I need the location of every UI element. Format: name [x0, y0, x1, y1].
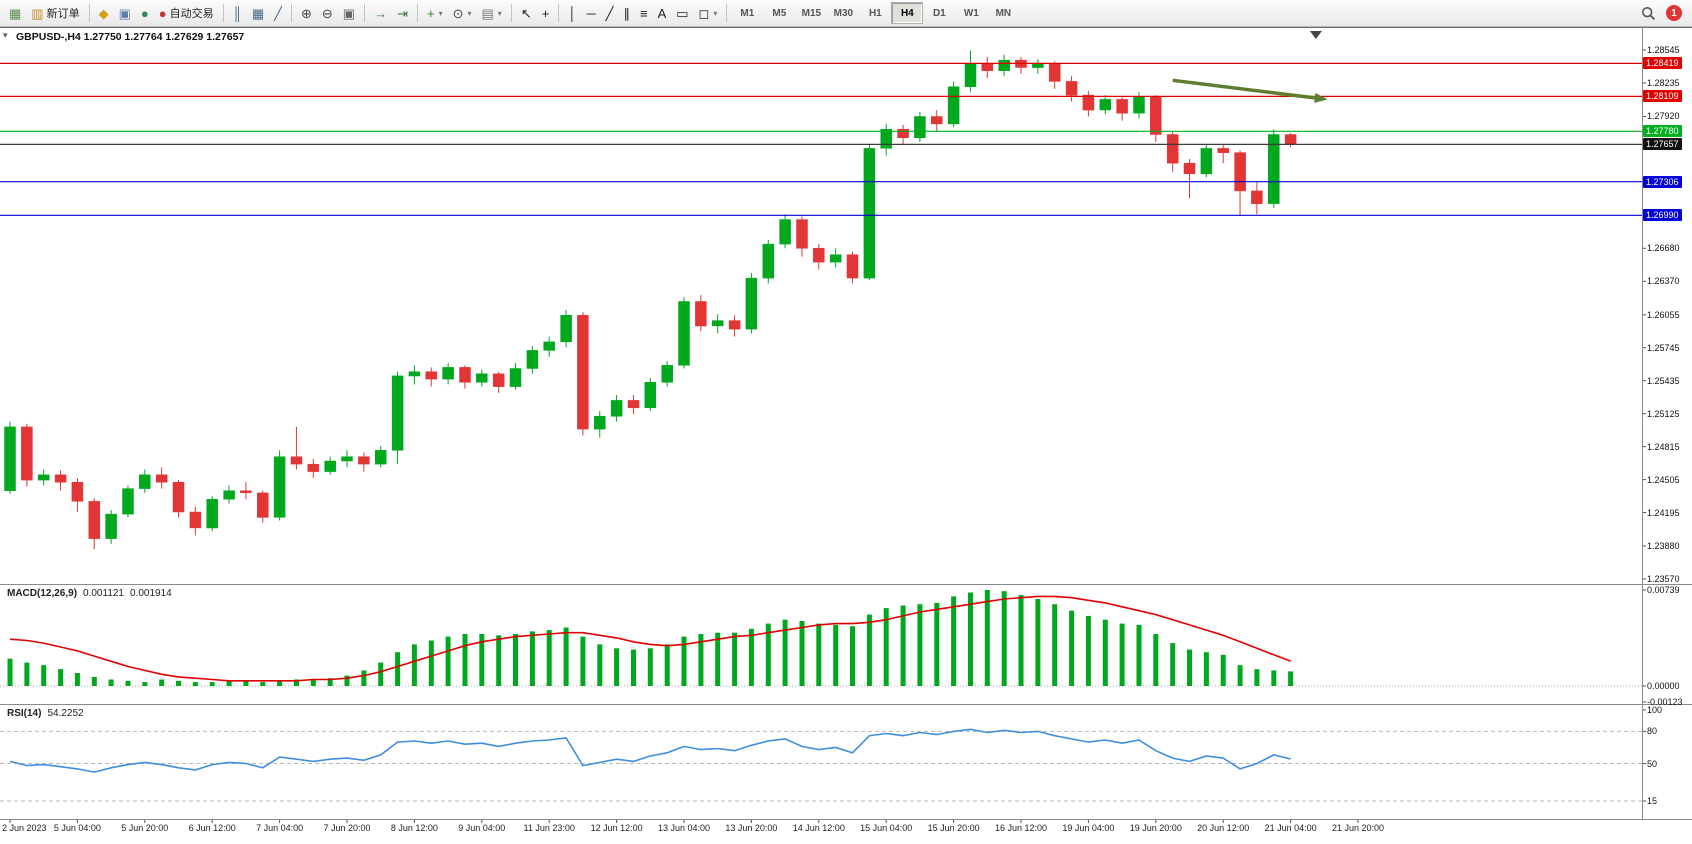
toolbar-separator: [726, 4, 728, 22]
macd-value-main: 0.001121: [83, 588, 124, 599]
new-chart-icon: ▦: [9, 5, 22, 21]
toolbar-separator: [88, 4, 90, 22]
new-order-button[interactable]: ▥ 新订单: [26, 1, 84, 25]
indicators-icon: +: [426, 5, 435, 21]
auto-trading-icon: ●: [158, 5, 167, 21]
crosshair-icon: +: [541, 5, 550, 21]
toolbar-separator: [290, 4, 292, 22]
timeframe-m1-button[interactable]: M1: [740, 7, 755, 19]
time-axis-separator: [0, 819, 1692, 820]
chart-shift-icon: ⇥: [397, 5, 408, 21]
macd-value-signal: 0.001914: [130, 588, 172, 599]
macd-panel-separator[interactable]: [0, 584, 1692, 585]
chevron-down-icon: ▾: [713, 8, 718, 18]
timeframe-d1-button[interactable]: D1: [932, 7, 946, 19]
timeframe-m15-button[interactable]: M15: [801, 7, 822, 19]
tile-windows-button[interactable]: ▣: [338, 1, 360, 25]
text-icon: A: [657, 5, 667, 21]
toolbar-separator: [416, 4, 418, 22]
templates-button[interactable]: ▤ ▾: [477, 1, 507, 25]
print-icon: ▣: [118, 5, 131, 21]
horizontal-line-button[interactable]: ─: [581, 1, 600, 25]
fibonacci-icon: ≡: [639, 5, 648, 21]
zoom-in-icon: ⊕: [300, 5, 312, 21]
auto-trading-button-label: 自动交易: [169, 8, 214, 20]
chart-shift-button[interactable]: ⇥: [392, 1, 413, 25]
text-label-icon: ▭: [676, 5, 689, 21]
timeframe-h4-button[interactable]: H4: [891, 2, 924, 24]
fibonacci-button[interactable]: ≡: [635, 1, 653, 25]
toolbar-groups: ▦ ▥ 新订单 ◆ ▣ ● ● 自动交易 ║ ▦ ╱ ⊕ ⊖ ▣ → ⇥ + ▾ ⊙ ▾ ▤ ▾ ↖ + │ ─ ╱ ∥ ≡ A ▭ ◻ ▾ M1…: [4, 0, 1641, 26]
timeframe-m30-button[interactable]: M30: [833, 7, 854, 19]
chevron-down-icon: ▾: [438, 8, 443, 18]
rsi-panel-separator[interactable]: [0, 704, 1692, 705]
toolbar-right: 1: [1641, 5, 1688, 21]
timeframe-mn-button[interactable]: MN: [995, 7, 1012, 19]
line-chart-icon: ╱: [274, 5, 282, 21]
auto-trading-button[interactable]: ● 自动交易: [154, 1, 219, 25]
timeframe-m5-button[interactable]: M5: [772, 7, 787, 19]
indicators-button[interactable]: + ▾: [422, 1, 448, 25]
text-label-button[interactable]: ▭: [671, 1, 693, 25]
trendline-button[interactable]: ╱: [601, 1, 619, 25]
vertical-line-button[interactable]: │: [563, 1, 581, 25]
print-button[interactable]: ▣: [114, 1, 136, 25]
shapes-icon: ◻: [698, 5, 710, 21]
cursor-icon: ↖: [520, 5, 532, 21]
periods-icon: ⊙: [452, 5, 464, 21]
toolbar-separator: [558, 4, 560, 22]
layout-icon: ●: [140, 5, 149, 21]
channel-button[interactable]: ∥: [618, 1, 635, 25]
toolbar: ▦ ▥ 新订单 ◆ ▣ ● ● 自动交易 ║ ▦ ╱ ⊕ ⊖ ▣ → ⇥ + ▾ ⊙ ▾ ▤ ▾ ↖ + │ ─ ╱ ∥ ≡ A ▭ ◻ ▾ M1…: [0, 0, 1692, 27]
macd-name: MACD(12,26,9): [7, 588, 78, 599]
rsi-name: RSI(14): [7, 708, 42, 719]
timeframe-h1-button[interactable]: H1: [868, 7, 882, 19]
toolbar-separator: [364, 4, 366, 22]
metaeditor-icon: ◆: [98, 5, 109, 21]
chevron-down-icon: ▾: [497, 8, 502, 18]
text-button[interactable]: A: [653, 1, 672, 25]
line-chart-button[interactable]: ╱: [269, 1, 287, 25]
rsi-label: RSI(14) 54.2252: [7, 708, 84, 719]
templates-icon: ▤: [481, 5, 494, 21]
new-order-icon: ▥: [31, 5, 44, 21]
cursor-button[interactable]: ↖: [516, 1, 537, 25]
new-order-button-label: 新订单: [46, 8, 80, 20]
chart-window[interactable]: [0, 27, 1692, 844]
chart-title: GBPUSD-,H4 1.27750 1.27764 1.27629 1.276…: [16, 31, 245, 43]
metaeditor-button[interactable]: ◆: [94, 1, 114, 25]
toolbar-separator: [222, 4, 224, 22]
zoom-out-icon: ⊖: [321, 5, 333, 21]
toolbar-separator: [510, 4, 512, 22]
rsi-value: 54.2252: [47, 708, 84, 719]
trendline-icon: ╱: [605, 5, 614, 21]
chevron-down-icon: ▾: [467, 8, 472, 18]
zoom-out-button[interactable]: ⊖: [317, 1, 338, 25]
search-icon[interactable]: [1641, 6, 1656, 21]
price-axis-border: [1642, 27, 1643, 819]
bar-chart-button[interactable]: ║: [228, 1, 247, 25]
auto-scroll-button[interactable]: →: [369, 1, 392, 25]
one-click-trading-toggle[interactable]: ▾: [3, 30, 8, 40]
periods-button[interactable]: ⊙ ▾: [448, 1, 477, 25]
candlestick-chart-icon: ▦: [251, 5, 265, 21]
bar-chart-icon: ║: [232, 5, 242, 21]
tile-windows-icon: ▣: [342, 5, 356, 21]
auto-scroll-icon: →: [374, 5, 388, 21]
vertical-line-icon: │: [568, 5, 577, 21]
layout-button[interactable]: ●: [136, 1, 154, 25]
shapes-button[interactable]: ◻ ▾: [694, 1, 723, 25]
macd-label: MACD(12,26,9) 0.001121 0.001914: [7, 588, 172, 599]
horizontal-line-icon: ─: [586, 5, 596, 21]
crosshair-button[interactable]: +: [537, 1, 555, 25]
channel-icon: ∥: [623, 5, 630, 21]
notification-badge[interactable]: 1: [1666, 5, 1682, 21]
new-chart-button[interactable]: ▦: [4, 1, 26, 25]
candlestick-chart-button[interactable]: ▦: [247, 1, 269, 25]
timeframe-w1-button[interactable]: W1: [963, 7, 979, 19]
zoom-in-button[interactable]: ⊕: [296, 1, 317, 25]
